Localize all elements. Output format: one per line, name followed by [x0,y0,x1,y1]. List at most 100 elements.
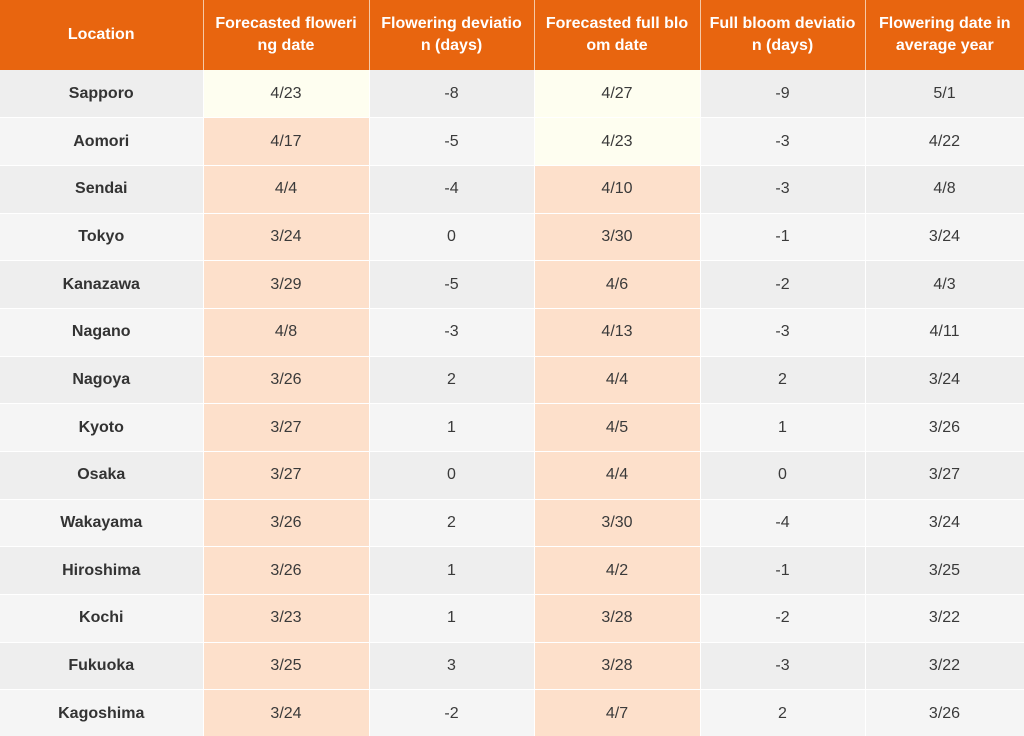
header-full-bloom-deviation: Full bloom deviation (days) [700,0,866,70]
cell-average-flowering-date: 4/22 [865,117,1024,166]
table-header: Location Forecasted flowering date Flowe… [0,0,1024,70]
cell-full-bloom-deviation: 1 [700,403,866,452]
cell-forecasted-full-bloom-date: 4/4 [534,356,701,405]
cell-forecasted-flowering-date: 4/8 [203,308,370,357]
table-row: Kyoto 3/27 1 4/5 1 3/26 [0,403,1024,452]
cell-forecasted-full-bloom-date: 3/30 [534,499,701,548]
cell-location: Kanazawa [0,260,204,309]
header-forecasted-full-bloom-date: Forecasted full bloom date [534,0,701,70]
table-row: Kagoshima 3/24 -2 4/7 2 3/26 [0,689,1024,736]
cell-average-flowering-date: 3/26 [865,689,1024,736]
cell-average-flowering-date: 3/24 [865,499,1024,548]
cell-flowering-deviation: 1 [369,594,535,643]
table-row: Aomori 4/17 -5 4/23 -3 4/22 [0,117,1024,166]
cell-flowering-deviation: 0 [369,451,535,500]
cell-forecasted-full-bloom-date: 4/27 [534,70,701,119]
cell-flowering-deviation: -5 [369,260,535,309]
cell-location: Fukuoka [0,642,204,691]
cell-average-flowering-date: 3/24 [865,213,1024,262]
cell-full-bloom-deviation: 2 [700,356,866,405]
header-location: Location [0,0,204,70]
cell-flowering-deviation: -3 [369,308,535,357]
cell-forecasted-flowering-date: 3/24 [203,213,370,262]
cell-forecasted-flowering-date: 3/23 [203,594,370,643]
cell-average-flowering-date: 4/11 [865,308,1024,357]
cell-flowering-deviation: -2 [369,689,535,736]
cell-full-bloom-deviation: -2 [700,260,866,309]
cell-average-flowering-date: 5/1 [865,70,1024,119]
cell-location: Sendai [0,165,204,214]
cell-location: Kagoshima [0,689,204,736]
cell-forecasted-flowering-date: 4/17 [203,117,370,166]
table-row: Nagano 4/8 -3 4/13 -3 4/11 [0,308,1024,357]
cell-location: Tokyo [0,213,204,262]
cell-forecasted-full-bloom-date: 4/7 [534,689,701,736]
cell-forecasted-flowering-date: 3/26 [203,356,370,405]
cell-flowering-deviation: -8 [369,70,535,119]
cell-forecasted-full-bloom-date: 4/4 [534,451,701,500]
table-body: Sapporo 4/23 -8 4/27 -9 5/1 Aomori 4/17 -5 4/23 -3… [0,70,1024,736]
cell-forecasted-flowering-date: 3/27 [203,403,370,452]
cell-location: Sapporo [0,70,204,119]
cell-flowering-deviation: 3 [369,642,535,691]
cell-average-flowering-date: 4/3 [865,260,1024,309]
cell-full-bloom-deviation: -4 [700,499,866,548]
cell-full-bloom-deviation: -1 [700,213,866,262]
table-row: Wakayama 3/26 2 3/30 -4 3/24 [0,499,1024,548]
cell-location: Osaka [0,451,204,500]
cell-location: Nagoya [0,356,204,405]
cell-flowering-deviation: 2 [369,356,535,405]
cell-forecasted-flowering-date: 4/4 [203,165,370,214]
cell-flowering-deviation: 0 [369,213,535,262]
cell-forecasted-flowering-date: 3/26 [203,546,370,596]
cell-forecasted-full-bloom-date: 4/13 [534,308,701,357]
table-row: Nagoya 3/26 2 4/4 2 3/24 [0,356,1024,405]
cell-forecasted-full-bloom-date: 4/5 [534,403,701,452]
header-row: Location Forecasted flowering date Flowe… [0,0,1024,70]
cell-full-bloom-deviation: 2 [700,689,866,736]
cell-full-bloom-deviation: -2 [700,594,866,643]
cell-full-bloom-deviation: -3 [700,642,866,691]
cell-forecasted-flowering-date: 3/25 [203,642,370,691]
cell-forecasted-full-bloom-date: 4/23 [534,117,701,166]
cell-location: Kochi [0,594,204,643]
cell-forecasted-full-bloom-date: 3/30 [534,213,701,262]
cell-forecasted-flowering-date: 3/24 [203,689,370,736]
cell-average-flowering-date: 3/27 [865,451,1024,500]
table-row: Kochi 3/23 1 3/28 -2 3/22 [0,594,1024,643]
cell-average-flowering-date: 3/26 [865,403,1024,452]
cell-flowering-deviation: 2 [369,499,535,548]
cell-forecasted-flowering-date: 3/26 [203,499,370,548]
cell-forecasted-full-bloom-date: 4/10 [534,165,701,214]
cell-average-flowering-date: 3/22 [865,642,1024,691]
table-row: Fukuoka 3/25 3 3/28 -3 3/22 [0,642,1024,691]
cell-full-bloom-deviation: 0 [700,451,866,500]
table-row: Tokyo 3/24 0 3/30 -1 3/24 [0,213,1024,262]
header-forecasted-flowering-date: Forecasted flowering date [203,0,370,70]
table-row: Sendai 4/4 -4 4/10 -3 4/8 [0,165,1024,214]
cell-average-flowering-date: 4/8 [865,165,1024,214]
header-average-flowering-date: Flowering date in average year [865,0,1024,70]
cell-forecasted-full-bloom-date: 4/2 [534,546,701,596]
cell-flowering-deviation: 1 [369,403,535,452]
table-row: Osaka 3/27 0 4/4 0 3/27 [0,451,1024,500]
cell-full-bloom-deviation: -9 [700,70,866,119]
cell-location: Wakayama [0,499,204,548]
cell-average-flowering-date: 3/25 [865,546,1024,596]
cell-flowering-deviation: -4 [369,165,535,214]
table-row: Hiroshima 3/26 1 4/2 -1 3/25 [0,546,1024,596]
cell-location: Nagano [0,308,204,357]
cell-full-bloom-deviation: -3 [700,308,866,357]
cell-full-bloom-deviation: -1 [700,546,866,596]
cell-forecasted-flowering-date: 3/29 [203,260,370,309]
table-row: Kanazawa 3/29 -5 4/6 -2 4/3 [0,260,1024,309]
cell-forecasted-full-bloom-date: 3/28 [534,642,701,691]
cell-location: Hiroshima [0,546,204,596]
cell-forecasted-full-bloom-date: 4/6 [534,260,701,309]
table-row: Sapporo 4/23 -8 4/27 -9 5/1 [0,70,1024,119]
cell-forecasted-flowering-date: 3/27 [203,451,370,500]
cell-full-bloom-deviation: -3 [700,165,866,214]
cell-flowering-deviation: -5 [369,117,535,166]
cell-forecasted-flowering-date: 4/23 [203,70,370,119]
